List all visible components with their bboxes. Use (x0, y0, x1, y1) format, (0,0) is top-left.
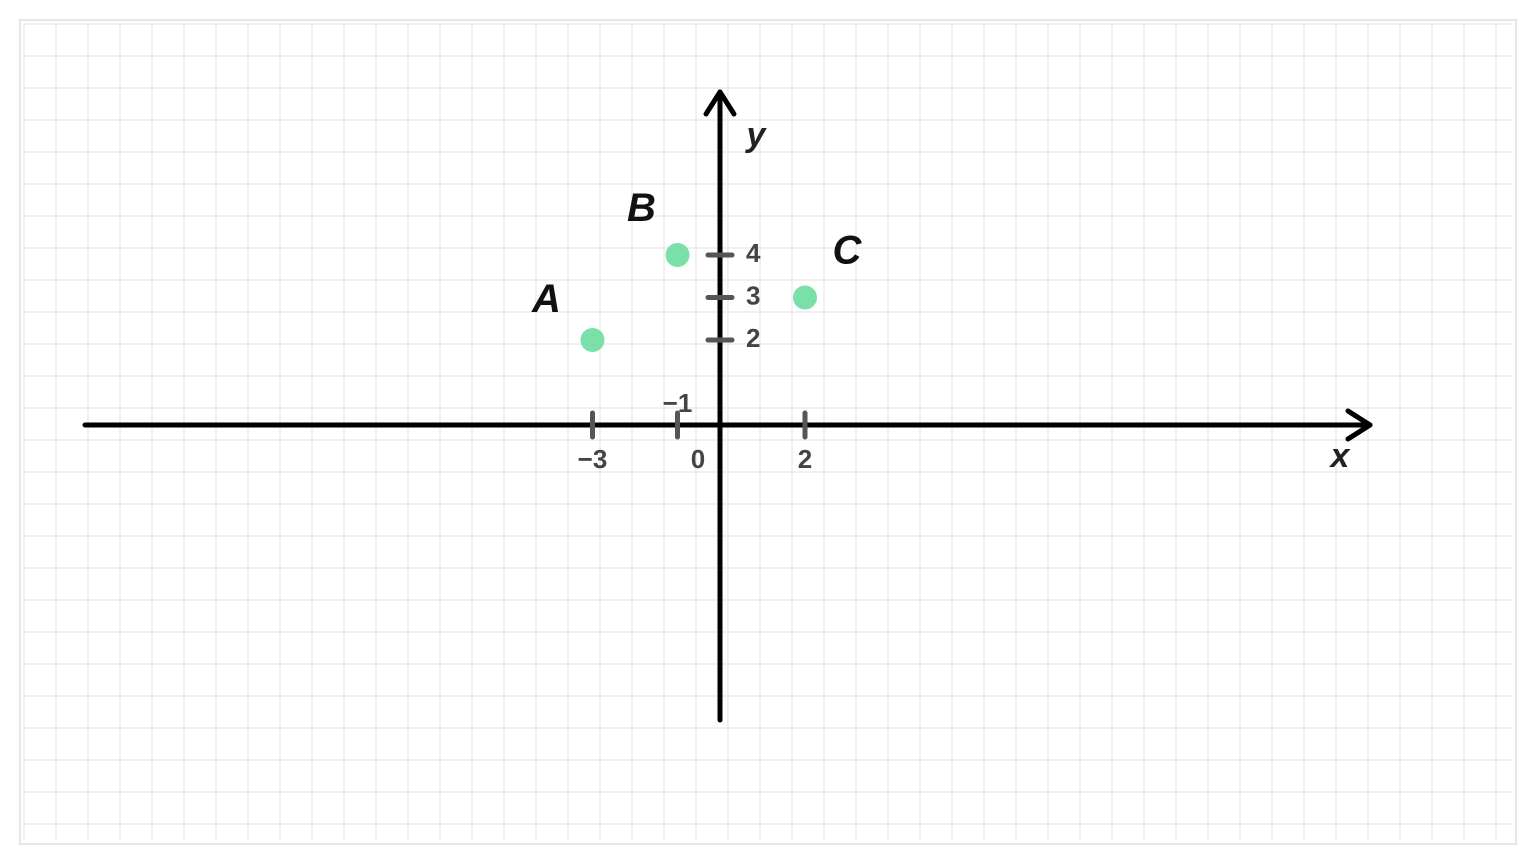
y-tick-label: 2 (746, 323, 760, 353)
x-tick-label: −3 (578, 444, 608, 474)
y-axis-label: y (745, 116, 768, 154)
chart-svg: −3 −1 2 2 3 4 0 x y A B C (0, 0, 1536, 864)
x-tick-label: 2 (798, 444, 812, 474)
coordinate-plane-chart: −3 −1 2 2 3 4 0 x y A B C (0, 0, 1536, 864)
x-tick-label: −1 (663, 388, 693, 418)
chart-background (0, 0, 1536, 864)
point-label-b: B (627, 186, 656, 230)
point-c (793, 286, 817, 310)
origin-label: 0 (691, 444, 705, 474)
point-label-a: A (531, 277, 561, 321)
y-tick-label: 3 (746, 280, 760, 310)
point-b (666, 243, 690, 267)
point-label-c: C (833, 229, 863, 273)
y-tick-label: 4 (746, 238, 761, 268)
point-a (581, 328, 605, 352)
x-axis-label: x (1329, 437, 1352, 475)
